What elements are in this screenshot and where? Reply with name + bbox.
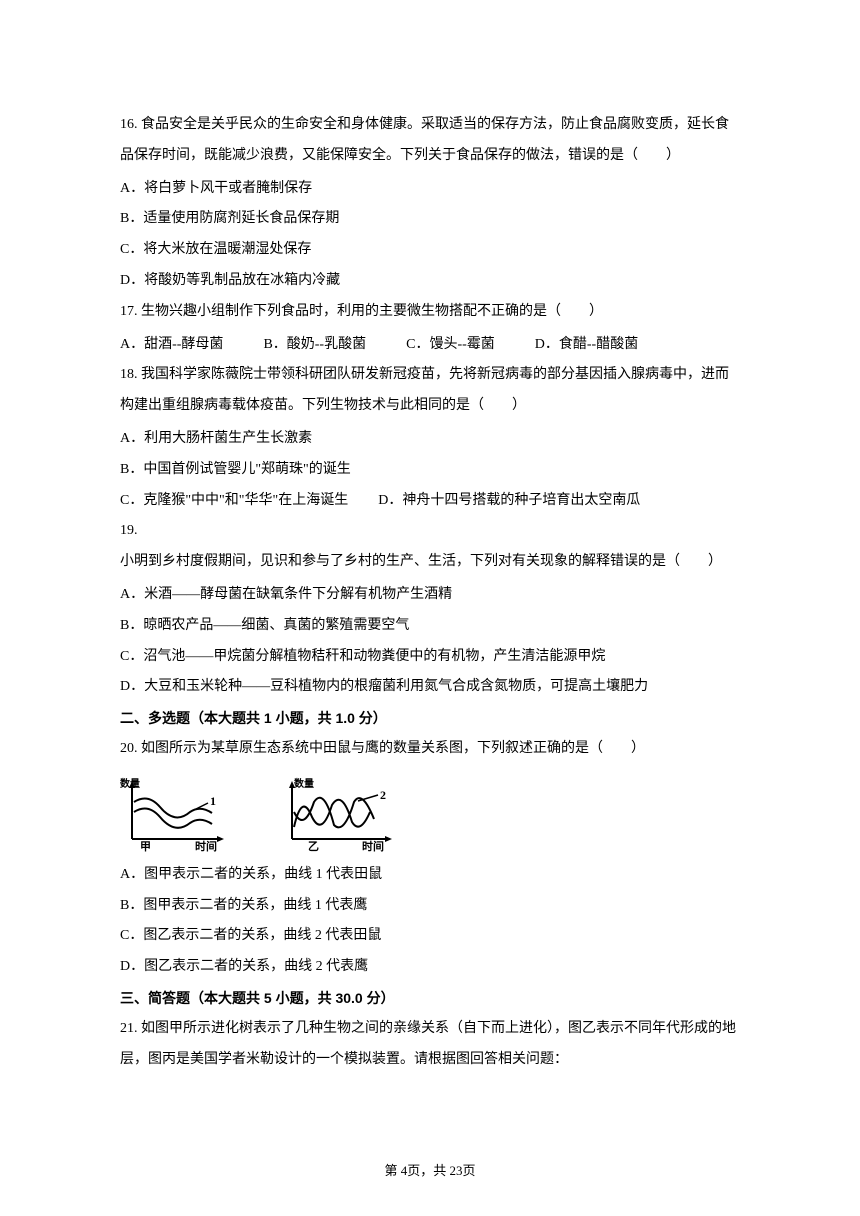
- q19-option-d: D．大豆和玉米轮种——豆科植物内的根瘤菌利用氮气合成含氮物质，可提高土壤肥力: [120, 672, 740, 703]
- question-16: 16. 食品安全是关乎民众的生命安全和身体健康。采取适当的保存方法，防止食品腐败…: [120, 110, 740, 172]
- question-17: 17. 生物兴趣小组制作下列食品时，利用的主要微生物搭配不正确的是（ ）: [120, 297, 740, 328]
- q16-num: 16.: [120, 117, 138, 132]
- q16-text: 食品安全是关乎民众的生命安全和身体健康。采取适当的保存方法，防止食品腐败变质，延…: [120, 117, 729, 163]
- q16-options: A．将白萝卜风干或者腌制保存 B．适量使用防腐剂延长食品保存期: [120, 174, 740, 236]
- page-footer: 第 4页，共 23页: [0, 1157, 860, 1186]
- q16-option-b: B．适量使用防腐剂延长食品保存期: [120, 204, 418, 235]
- q17-option-d: D．食醋--醋酸菌: [535, 330, 638, 361]
- q19-option-b: B．晾晒农产品——细菌、真菌的繁殖需要空气: [120, 611, 740, 642]
- q20-option-a: A．图甲表示二者的关系，曲线 1 代表田鼠: [120, 860, 418, 891]
- question-18: 18. 我国科学家陈薇院士带领科研团队研发新冠疫苗，先将新冠病毒的部分基因插入腺…: [120, 360, 740, 422]
- q16-option-d: D．将酸奶等乳制品放在冰箱内冷藏: [120, 266, 418, 297]
- chart1-xlabel-right: 时间: [195, 839, 217, 852]
- question-21: 21. 如图甲所示进化树表示了几种生物之间的亲缘关系（自下而上进化），图乙表示不…: [120, 1014, 740, 1076]
- q20-option-d: D．图乙表示二者的关系，曲线 2 代表鹰: [120, 952, 418, 983]
- q18-options: A．利用大肠杆菌生产生长激素 B．中国首例试管婴儿"郑萌珠"的诞生: [120, 424, 740, 486]
- q17-text: 生物兴趣小组制作下列食品时，利用的主要微生物搭配不正确的是（ ）: [141, 304, 603, 319]
- section-3-heading: 三、简答题（本大题共 5 小题，共 30.0 分）: [120, 983, 740, 1014]
- q16-option-a: A．将白萝卜风干或者腌制保存: [120, 174, 418, 205]
- chart2-xlabel-left: 乙: [308, 840, 319, 852]
- chart2-xlabel-right: 时间: [362, 839, 384, 852]
- q18-option-d: D．神舟十四号搭载的种子培育出太空南瓜: [378, 486, 640, 517]
- q20-options-2: C．图乙表示二者的关系，曲线 2 代表田鼠 D．图乙表示二者的关系，曲线 2 代…: [120, 921, 740, 983]
- q16-option-c: C．将大米放在温暖潮湿处保存: [120, 235, 418, 266]
- q16-options-2: C．将大米放在温暖潮湿处保存 D．将酸奶等乳制品放在冰箱内冷藏: [120, 235, 740, 297]
- chart1-xlabel-left: 甲: [140, 840, 151, 852]
- q19-num: 19.: [120, 523, 138, 538]
- chart-jia: 数量 1 甲 时间: [120, 777, 230, 852]
- q17-option-b: B．酸奶--乳酸菌: [263, 330, 366, 361]
- q19-option-a: A．米酒——酵母菌在缺氧条件下分解有机物产生酒精: [120, 580, 740, 611]
- question-20: 20. 如图所示为某草原生态系统中田鼠与鹰的数量关系图，下列叙述正确的是（ ）: [120, 734, 740, 765]
- section-2-heading: 二、多选题（本大题共 1 小题，共 1.0 分）: [120, 703, 740, 734]
- chart2-label: 2: [380, 788, 386, 802]
- q20-text: 如图所示为某草原生态系统中田鼠与鹰的数量关系图，下列叙述正确的是（ ）: [141, 741, 645, 756]
- chart1-ylabel: 数量: [120, 777, 140, 790]
- q18-num: 18.: [120, 367, 138, 382]
- q17-num: 17.: [120, 304, 138, 319]
- chart-yi: 数量 2 乙 时间: [280, 777, 400, 852]
- question-19: 19. 小明到乡村度假期间，见识和参与了乡村的生产、生活，下列对有关现象的解释错…: [120, 516, 740, 578]
- q21-num: 21.: [120, 1021, 138, 1036]
- q18-option-b: B．中国首例试管婴儿"郑萌珠"的诞生: [120, 455, 418, 486]
- q21-text: 如图甲所示进化树表示了几种生物之间的亲缘关系（自下而上进化），图乙表示不同年代形…: [120, 1021, 736, 1067]
- q18-options-2: C．克隆猴"中中"和"华华"在上海诞生 D．神舟十四号搭载的种子培育出太空南瓜: [120, 486, 740, 517]
- q18-option-c: C．克隆猴"中中"和"华华"在上海诞生: [120, 486, 348, 517]
- q17-options: A．甜酒--酵母菌 B．酸奶--乳酸菌 C．馒头--霉菌 D．食醋--醋酸菌: [120, 330, 740, 361]
- charts-container: 数量 1 甲 时间 数量 2 乙 时间: [120, 777, 740, 852]
- q17-option-a: A．甜酒--酵母菌: [120, 330, 223, 361]
- q20-option-b: B．图甲表示二者的关系，曲线 1 代表鹰: [120, 891, 418, 922]
- q19-text: 小明到乡村度假期间，见识和参与了乡村的生产、生活，下列对有关现象的解释错误的是（…: [120, 554, 722, 569]
- q19-option-c: C．沼气池——甲烷菌分解植物秸秆和动物粪便中的有机物，产生清洁能源甲烷: [120, 642, 740, 673]
- q18-text: 我国科学家陈薇院士带领科研团队研发新冠疫苗，先将新冠病毒的部分基因插入腺病毒中，…: [120, 367, 729, 413]
- q17-option-c: C．馒头--霉菌: [406, 330, 495, 361]
- q20-option-c: C．图乙表示二者的关系，曲线 2 代表田鼠: [120, 921, 418, 952]
- chart2-ylabel: 数量: [294, 777, 314, 790]
- chart1-label: 1: [210, 794, 216, 808]
- q18-option-a: A．利用大肠杆菌生产生长激素: [120, 424, 418, 455]
- q20-num: 20.: [120, 741, 138, 756]
- q20-options: A．图甲表示二者的关系，曲线 1 代表田鼠 B．图甲表示二者的关系，曲线 1 代…: [120, 860, 740, 922]
